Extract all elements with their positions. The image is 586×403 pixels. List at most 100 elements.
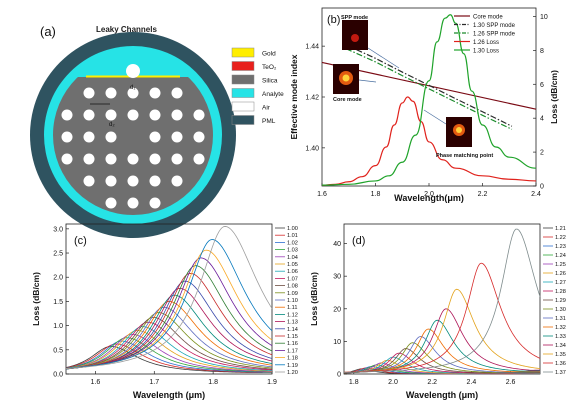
air-hole-20 <box>83 153 95 165</box>
b-y2tick-label-1: 2 <box>540 150 544 157</box>
air-hole-14 <box>83 131 95 143</box>
d-legend-label-3: 1.24 <box>555 253 566 259</box>
b-y2tick-label-0: 0 <box>540 184 544 191</box>
d-legend-label-13: 1.34 <box>555 343 566 349</box>
c-legend-label-16: 1.16 <box>287 341 298 347</box>
c-series-20 <box>65 226 273 369</box>
c-series-9 <box>65 312 273 370</box>
b-legend-label-3: 1.26 Loss <box>473 40 499 46</box>
panel-b-legend: Core mode 1.30 SPP mode 1.26 SPP mode 1.26 … <box>454 14 516 54</box>
c-series-3 <box>65 337 273 373</box>
air-hole-31 <box>105 197 117 209</box>
panel-d-label: (d) <box>352 235 365 247</box>
c-ytick-label-1: 0.5 <box>53 347 63 354</box>
air-hole-18 <box>193 131 205 143</box>
b-ytick-label-1: 1.42 <box>305 95 319 102</box>
c-legend-label-12: 1.12 <box>287 312 298 318</box>
air-hole-1 <box>83 87 95 99</box>
d-legend-label-15: 1.36 <box>555 361 566 367</box>
d-series-15 <box>343 262 541 373</box>
c-legend-label-17: 1.17 <box>287 348 298 354</box>
air-hole-26 <box>83 175 95 187</box>
legend-label-0: Gold <box>262 51 276 58</box>
b-xlabel: Wavelength(μm) <box>394 193 464 203</box>
b-ytick-label-2: 1.44 <box>305 44 319 51</box>
core-mode-label: Core mode <box>333 97 362 103</box>
panel-d-plot-frame <box>343 223 541 375</box>
d-legend-label-8: 1.29 <box>555 298 566 304</box>
b-xtick-label-2: 2.0 <box>424 191 434 198</box>
c-xtick-label-2: 1.8 <box>208 379 218 386</box>
air-hole-22 <box>127 153 139 165</box>
legend-swatch-0 <box>231 47 255 58</box>
air-hole-33 <box>149 197 161 209</box>
c-legend-label-2: 1.02 <box>287 240 298 246</box>
b-xtick-label-4: 2.4 <box>531 191 541 198</box>
c-xlabel: Wavelength (μm) <box>133 390 205 400</box>
c-series-19 <box>65 239 273 369</box>
panel-d-chart: (d) 1.8 2.0 2.2 2.4 2.6 0 10 20 30 40 Wavelength (… <box>309 223 566 400</box>
d-legend-label-16: 1.37 <box>555 370 566 376</box>
legend-label-1: TeO₂ <box>262 64 277 71</box>
air-hole-11 <box>171 109 183 121</box>
air-hole-29 <box>149 175 161 187</box>
c-legend-label-15: 1.15 <box>287 334 298 340</box>
d-series-10 <box>343 336 541 374</box>
c-legend-label-14: 1.14 <box>287 327 298 333</box>
c-series-18 <box>65 249 273 369</box>
b-y2tick-label-2: 4 <box>540 116 544 123</box>
panel-b-chart: (b) 1.6 1.8 2.0 2.2 2.4 1.40 1.42 1.44 0 2 4 6 8 10 Wa… <box>289 7 559 203</box>
legend-label-5: PML <box>262 118 276 125</box>
air-hole-23 <box>149 153 161 165</box>
c-series-7 <box>65 321 273 371</box>
d-xlabel: Wavelength (μm) <box>406 390 478 400</box>
c-series-1 <box>65 343 273 373</box>
air-hole-24 <box>171 153 183 165</box>
core-mode-field-center <box>342 74 350 82</box>
d-legend-label-4: 1.25 <box>555 262 566 268</box>
legend-swatch-4 <box>231 101 255 112</box>
panel-c-label: (c) <box>74 235 87 247</box>
c-ytick-label-6: 3.0 <box>53 226 63 233</box>
d-legend-label-6: 1.27 <box>555 280 566 286</box>
panel-b-label: (b) <box>327 14 340 26</box>
c-series-8 <box>65 316 273 370</box>
leaky-channels-annotation: Leaky Channels <box>96 25 157 34</box>
panel-c-plot-frame <box>65 223 273 375</box>
panel-a-label: (a) <box>40 24 56 39</box>
air-hole-32 <box>127 197 139 209</box>
c-legend-label-5: 1.05 <box>287 262 298 268</box>
b-series-2 <box>345 48 513 130</box>
air-hole-5 <box>171 87 183 99</box>
b-legend-label-4: 1.30 Loss <box>473 48 499 54</box>
b-series-1 <box>345 44 513 127</box>
d-xtick-label-2: 2.2 <box>427 379 437 386</box>
c-series-4 <box>65 333 272 373</box>
legend-swatch-5 <box>231 115 255 125</box>
d1-label: d₁ <box>130 85 135 91</box>
d-legend-label-7: 1.28 <box>555 289 566 295</box>
panel-d-legend: 1.21 1.22 1.23 1.24 1.25 1.26 1.27 1.28 1.29 1.30… <box>543 226 566 376</box>
air-hole-8 <box>105 109 117 121</box>
silica-core <box>53 77 213 215</box>
material-legend: Gold TeO₂ Silica Analyte Air PML <box>231 47 284 125</box>
c-legend-label-18: 1.18 <box>287 356 298 362</box>
legend-label-3: Analyte <box>262 91 284 98</box>
air-hole-4 <box>149 87 161 99</box>
b-y2tick-label-5: 10 <box>540 14 548 21</box>
d-legend-label-10: 1.31 <box>555 316 566 322</box>
b-legend-label-2: 1.26 SPP mode <box>473 31 516 37</box>
air-hole-7 <box>83 109 95 121</box>
c-ytick-label-0: 0.0 <box>53 372 63 379</box>
d-ytick-label-1: 10 <box>333 339 341 346</box>
b-y2tick-label-3: 6 <box>540 82 544 89</box>
air-hole-17 <box>171 131 183 143</box>
air-hole-15 <box>105 131 117 143</box>
legend-swatch-2 <box>231 74 255 85</box>
c-ytick-label-2: 1.0 <box>53 323 63 330</box>
d-legend-label-5: 1.26 <box>555 271 566 277</box>
panel-b-axes: 1.6 1.8 2.0 2.2 2.4 1.40 1.42 1.44 0 2 4 6 8 10 Wavele… <box>289 14 559 203</box>
b-y2tick-label-4: 8 <box>540 48 544 55</box>
c-ylabel: Loss (dB/cm) <box>31 272 41 326</box>
